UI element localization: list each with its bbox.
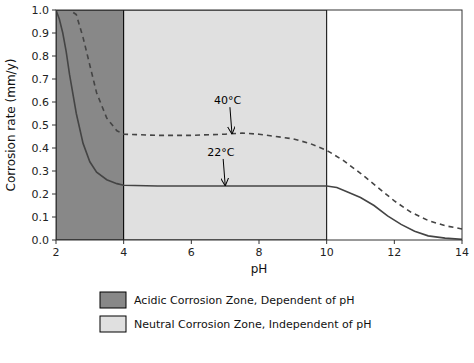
legend: Acidic Corrosion Zone, Dependent of pH Ne… (100, 292, 371, 332)
annotation-arrow (223, 159, 225, 185)
series-line (56, 10, 462, 229)
y-tick-label: 0.2 (32, 188, 50, 201)
x-tick (259, 240, 260, 244)
x-tick (123, 240, 124, 244)
y-tick (52, 148, 56, 149)
y-tick (52, 194, 56, 195)
x-tick-label: 4 (120, 246, 127, 259)
y-tick (52, 79, 56, 80)
annotation: 22°C (207, 146, 234, 159)
y-tick (52, 33, 56, 34)
y-tick (52, 171, 56, 172)
x-tick-label: 8 (256, 246, 263, 259)
y-tick-label: 0.0 (32, 234, 50, 247)
series-line (56, 10, 462, 239)
y-tick (52, 10, 56, 11)
y-tick (52, 217, 56, 218)
y-tick-label: 0.3 (32, 165, 50, 178)
x-tick (191, 240, 192, 244)
legend-swatch (100, 316, 126, 332)
x-tick-label: 14 (455, 246, 469, 259)
y-tick-label: 0.4 (32, 142, 50, 155)
x-tick (326, 240, 327, 244)
x-tick (56, 240, 57, 244)
zone (124, 10, 327, 240)
y-tick (52, 56, 56, 57)
legend-label: Neutral Corrosion Zone, Independent of p… (134, 318, 371, 331)
x-tick-label: 10 (320, 246, 334, 259)
y-tick (52, 125, 56, 126)
x-tick-label: 12 (387, 246, 401, 259)
y-axis-label: Corrosion rate (mm/y) (4, 59, 18, 192)
zone (56, 10, 124, 240)
y-tick-label: 1.0 (32, 4, 50, 17)
plot-frame (56, 10, 462, 240)
legend-swatch (100, 292, 126, 308)
x-tick (394, 240, 395, 244)
y-tick-label: 0.1 (32, 211, 50, 224)
y-tick (52, 102, 56, 103)
annotation: 40°C (214, 94, 241, 107)
annotation-arrow (230, 107, 232, 133)
y-tick-label: 0.8 (32, 50, 50, 63)
y-tick (52, 240, 56, 241)
x-tick (462, 240, 463, 244)
legend-label: Acidic Corrosion Zone, Dependent of pH (134, 294, 355, 307)
y-tick-label: 0.7 (32, 73, 50, 86)
y-tick-label: 0.6 (32, 96, 50, 109)
chart: 2 4 6 8 10 12 14 0.0 0.1 0.2 0.3 0.4 0.5 0.6 0.7 0.8 0.9… (0, 0, 474, 363)
plot-area (56, 10, 462, 240)
y-tick-label: 0.5 (32, 119, 50, 132)
x-tick-label: 6 (188, 246, 195, 259)
x-tick-label: 2 (53, 246, 60, 259)
y-tick-label: 0.9 (32, 27, 50, 40)
x-axis-label: pH (251, 262, 268, 276)
